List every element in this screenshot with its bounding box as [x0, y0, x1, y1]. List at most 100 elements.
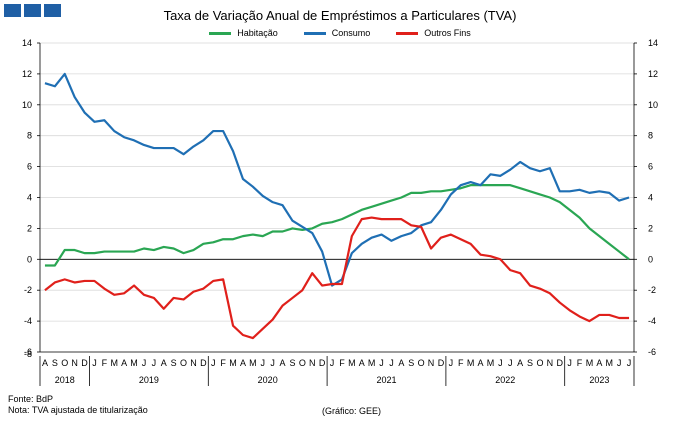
x-tick-label-month: A — [478, 358, 484, 368]
x-tick-label-month: O — [536, 358, 543, 368]
x-tick-label-month: S — [171, 358, 177, 368]
y-tick-label-left: -4 — [24, 316, 32, 326]
x-tick-label-month: J — [389, 358, 394, 368]
logo — [4, 4, 61, 17]
y-tick-label-right: 0 — [648, 254, 653, 264]
x-tick-label-month: A — [398, 358, 404, 368]
y-tick-label-right: -4 — [648, 316, 656, 326]
chart-title: Taxa de Variação Anual de Empréstimos a … — [163, 8, 517, 23]
x-tick-label-month: S — [289, 358, 295, 368]
x-tick-label-month: D — [438, 358, 445, 368]
x-tick-label-month: J — [379, 358, 384, 368]
x-tick-label-month: S — [52, 358, 58, 368]
x-tick-label-month: M — [606, 358, 614, 368]
series-line-habitacao — [44, 184, 630, 267]
y-tick-label-left: -8 — [24, 349, 32, 359]
logo-block — [44, 4, 61, 17]
x-tick-label-month: J — [449, 358, 454, 368]
legend-item-outros-fins: Outros Fins — [396, 28, 471, 38]
series-line-outros-fins — [44, 216, 630, 340]
x-tick-label-month: F — [220, 358, 226, 368]
legend-item-consumo: Consumo — [303, 28, 370, 38]
x-tick-label-month: A — [240, 358, 246, 368]
x-tick-label-month: N — [309, 358, 316, 368]
y-tick-label-left: 14 — [22, 38, 32, 48]
x-tick-label-month: M — [130, 358, 138, 368]
y-tick-label-left: 0 — [27, 254, 32, 264]
x-tick-label-month: J — [142, 358, 147, 368]
x-tick-label-month: J — [567, 358, 572, 368]
y-tick-label-left: 6 — [27, 162, 32, 172]
x-tick-label-month: O — [180, 358, 187, 368]
x-tick-label-month: J — [261, 358, 266, 368]
x-tick-label-month: M — [348, 358, 356, 368]
x-tick-label-year: 2022 — [495, 375, 515, 385]
x-tick-label-month: S — [408, 358, 414, 368]
x-tick-label-month: J — [498, 358, 503, 368]
y-tick-label-right: 14 — [648, 38, 658, 48]
x-tick-label-month: A — [161, 358, 167, 368]
x-tick-label-month: A — [42, 358, 48, 368]
x-tick-label-month: A — [280, 358, 286, 368]
x-tick-label-month: M — [487, 358, 495, 368]
x-tick-label-month: N — [71, 358, 78, 368]
y-tick-label-right: 4 — [648, 193, 653, 203]
legend-item-habitacao: Habitação — [209, 28, 278, 38]
y-tick-label-left: 4 — [27, 193, 32, 203]
y-tick-label-left: 12 — [22, 69, 32, 79]
x-tick-label-month: M — [249, 358, 257, 368]
x-tick-label-month: J — [617, 358, 622, 368]
y-tick-label-right: 12 — [648, 69, 658, 79]
y-tick-label-right: 6 — [648, 162, 653, 172]
x-tick-label-month: N — [428, 358, 435, 368]
source-note: Fonte: BdP — [8, 394, 54, 404]
x-tick-label-month: M — [368, 358, 376, 368]
y-tick-label-left: -6 — [24, 347, 32, 357]
x-tick-label-month: F — [577, 358, 583, 368]
series-line-consumo — [44, 72, 630, 287]
footnotes: Fonte: BdP Nota: TVA ajustada de titular… — [8, 394, 148, 416]
y-tick-label-left: 10 — [22, 100, 32, 110]
y-tick-label-right: -6 — [648, 347, 656, 357]
x-tick-label-year: 2020 — [258, 375, 278, 385]
x-tick-label-year: 2019 — [139, 375, 159, 385]
x-tick-label-year: 2018 — [55, 375, 75, 385]
y-tick-label-left: 8 — [27, 131, 32, 141]
x-tick-label-month: A — [517, 358, 523, 368]
x-tick-label-month: D — [319, 358, 326, 368]
y-tick-label-left: -2 — [24, 285, 32, 295]
x-tick-label-month: A — [596, 358, 602, 368]
x-tick-label-month: J — [508, 358, 513, 368]
x-tick-label-month: M — [467, 358, 475, 368]
legend-label: Outros Fins — [424, 28, 471, 38]
x-tick-label-month: D — [81, 358, 88, 368]
logo-block — [24, 4, 41, 17]
x-tick-label-month: A — [359, 358, 365, 368]
x-tick-label-month: F — [339, 358, 345, 368]
x-tick-label-month: O — [61, 358, 68, 368]
x-tick-label-month: M — [586, 358, 594, 368]
x-tick-label-month: O — [418, 358, 425, 368]
x-tick-label-month: J — [92, 358, 97, 368]
y-tick-label-left: 2 — [27, 223, 32, 233]
x-tick-label-month: J — [152, 358, 157, 368]
y-tick-label-right: -2 — [648, 285, 656, 295]
y-tick-label-right: 10 — [648, 100, 658, 110]
x-tick-label-month: O — [299, 358, 306, 368]
x-tick-label-month: D — [200, 358, 207, 368]
adjustment-note: Nota: TVA ajustada de titularização — [8, 405, 148, 415]
x-tick-label-month: N — [190, 358, 197, 368]
logo-block — [4, 4, 21, 17]
x-tick-label-month: J — [330, 358, 335, 368]
legend-swatch — [396, 31, 419, 35]
legend: Habitação Consumo Outros Fins — [0, 28, 680, 38]
x-tick-label-month: N — [547, 358, 554, 368]
x-tick-label-month: J — [627, 358, 632, 368]
x-tick-label-year: 2021 — [376, 375, 396, 385]
x-tick-label-month: A — [121, 358, 127, 368]
x-tick-label-month: J — [211, 358, 216, 368]
legend-swatch — [209, 31, 232, 35]
x-tick-label-month: F — [458, 358, 464, 368]
legend-swatch — [303, 31, 326, 35]
x-tick-label-month: J — [270, 358, 275, 368]
